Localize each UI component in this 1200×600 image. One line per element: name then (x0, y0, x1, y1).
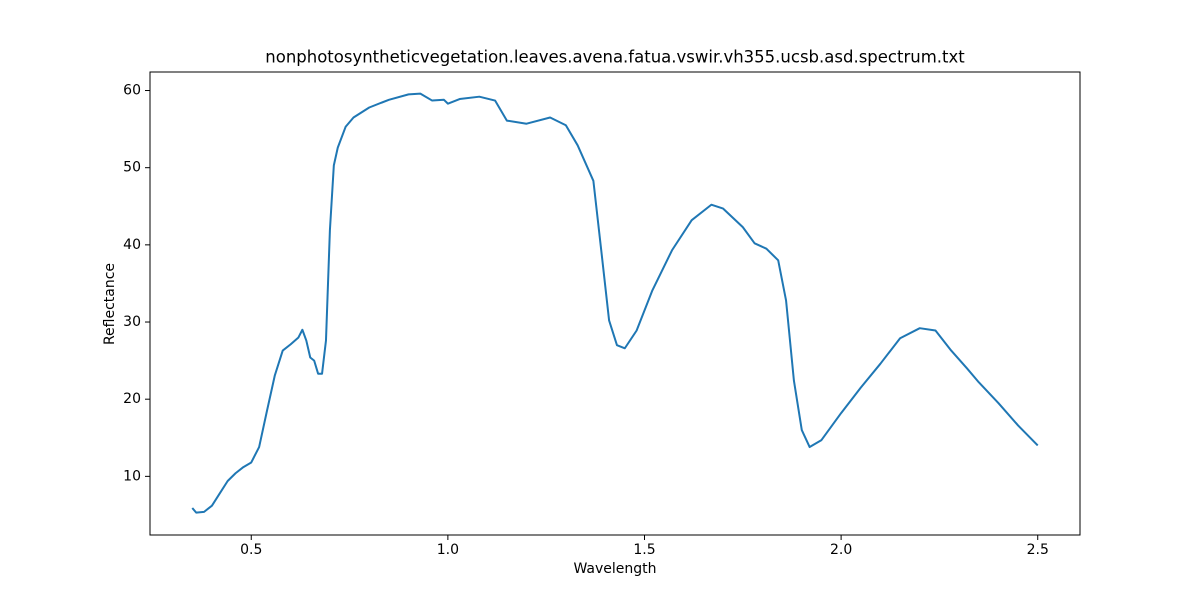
y-tick-label: 40 (123, 237, 141, 253)
data-line (191, 92, 1039, 514)
plot-frame (149, 71, 1081, 536)
y-tick-label: 30 (123, 314, 141, 330)
x-tick-label: 2.5 (1027, 542, 1049, 558)
y-tick-label: 20 (123, 391, 141, 407)
x-tick-label: 1.0 (437, 542, 459, 558)
y-tick-label: 50 (123, 160, 141, 176)
x-tick-label: 0.5 (240, 542, 262, 558)
y-axis-label: Reflectance (102, 263, 118, 345)
x-tick-label: 2.0 (830, 542, 852, 558)
x-tick-label: 1.5 (633, 542, 655, 558)
y-tick-label: 60 (123, 83, 141, 99)
x-axis-label: Wavelength (573, 561, 656, 577)
chart-title: nonphotosyntheticvegetation.leaves.avena… (265, 48, 965, 67)
y-tick-label: 10 (123, 468, 141, 484)
